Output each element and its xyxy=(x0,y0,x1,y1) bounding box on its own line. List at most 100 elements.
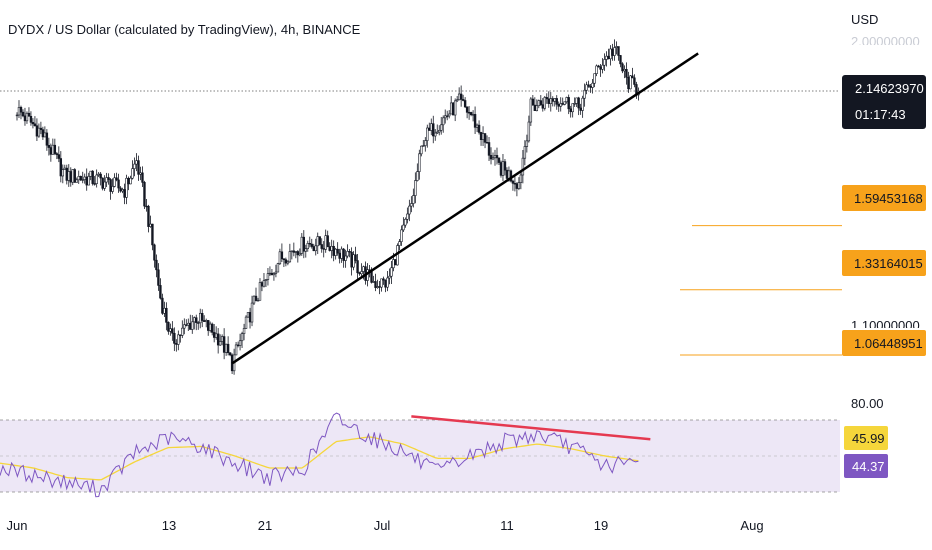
candle-body xyxy=(171,328,174,334)
candle-body xyxy=(185,324,188,326)
candle-body xyxy=(609,48,612,60)
candle-body xyxy=(543,97,546,109)
candle-body xyxy=(47,144,51,148)
candle-body xyxy=(43,132,47,138)
candle-body xyxy=(246,312,250,318)
candle-body xyxy=(445,115,449,117)
candle-body xyxy=(416,171,419,181)
candle-body xyxy=(163,307,166,314)
candle-body xyxy=(187,322,190,326)
candle-body xyxy=(23,115,27,122)
candle-body xyxy=(314,245,317,252)
candle-body xyxy=(501,161,505,176)
rsi-ma-tag: 45.99 xyxy=(844,426,888,450)
level-value-3: 1.06448951 xyxy=(854,336,923,351)
last-price-tag: 2.14623970 01:17:43 xyxy=(842,75,926,129)
candle-body xyxy=(457,93,461,101)
candle-body xyxy=(577,97,580,109)
candle-body xyxy=(567,97,570,110)
candle-body xyxy=(531,98,535,106)
candle-body xyxy=(489,155,493,160)
candle-body xyxy=(517,182,521,189)
candle-body xyxy=(408,205,411,215)
candle-body xyxy=(19,107,23,113)
candle-body xyxy=(525,140,529,147)
candle-body xyxy=(338,252,341,259)
candle-body xyxy=(394,259,397,266)
candle-body xyxy=(428,127,431,131)
candle-body xyxy=(587,84,590,87)
candle-body xyxy=(449,102,453,115)
candle-body xyxy=(274,271,278,274)
candle-body xyxy=(426,127,429,141)
candle-body xyxy=(465,106,469,113)
x-tick-13: 13 xyxy=(161,518,177,533)
price-axis-tick-low: 1.10000000 xyxy=(851,318,920,328)
candle-body xyxy=(226,343,230,354)
candle-body xyxy=(109,179,112,192)
candle-body xyxy=(31,122,35,125)
candle-body xyxy=(73,169,76,183)
candle-body xyxy=(527,121,531,142)
candle-body xyxy=(220,336,224,342)
candle-body xyxy=(336,248,339,254)
candle-body xyxy=(125,177,128,198)
candle-body xyxy=(455,99,459,102)
candle-body xyxy=(250,302,254,323)
candle-body xyxy=(129,177,132,185)
candle-body xyxy=(459,93,463,100)
x-tick-19: 19 xyxy=(593,518,609,533)
candle-body xyxy=(420,145,423,155)
candle-body xyxy=(167,322,170,332)
candle-body xyxy=(302,236,305,252)
rsi-line xyxy=(0,412,639,498)
candle-body xyxy=(453,100,457,116)
candle-body xyxy=(352,254,355,268)
candle-body xyxy=(111,186,114,192)
candle-body xyxy=(344,255,347,261)
candle-body xyxy=(330,245,333,251)
candle-body xyxy=(262,280,266,287)
bar-countdown: 01:17:43 xyxy=(855,107,906,122)
x-tick-jun: Jun xyxy=(6,518,28,533)
candle-body xyxy=(328,246,331,251)
candle-body xyxy=(382,278,385,281)
candle-body xyxy=(210,323,214,333)
candle-body xyxy=(123,189,126,198)
level-tag-2: 1.33164015 xyxy=(842,250,926,276)
candle-body xyxy=(438,130,441,133)
candle-body xyxy=(61,169,65,177)
candle-body xyxy=(322,248,325,250)
candle-body xyxy=(107,177,110,180)
candle-body xyxy=(95,174,98,184)
candle-body xyxy=(356,260,359,274)
candle-body xyxy=(633,77,636,85)
candle-body xyxy=(191,321,194,330)
candle-body xyxy=(557,104,560,107)
candle-body xyxy=(342,248,345,261)
candle-body xyxy=(565,97,568,103)
candle-body xyxy=(81,179,84,181)
candle-body xyxy=(131,168,134,179)
candle-body xyxy=(545,97,548,100)
candle-body xyxy=(430,123,433,131)
candle-body xyxy=(244,316,248,329)
candle-body xyxy=(286,261,290,264)
candle-body xyxy=(103,181,106,189)
candle-body xyxy=(137,160,140,175)
candle-body xyxy=(214,333,218,338)
candle-body xyxy=(173,332,176,344)
candle-body xyxy=(115,177,118,181)
candle-body xyxy=(479,132,483,140)
candle-body xyxy=(499,162,503,176)
candle-body xyxy=(155,259,158,271)
candle-body xyxy=(463,100,467,108)
candle-body xyxy=(169,328,172,332)
candle-body xyxy=(332,245,335,256)
candle-body xyxy=(276,263,280,273)
candle-body xyxy=(354,254,357,261)
candle-body xyxy=(471,114,475,116)
candle-body xyxy=(141,172,144,183)
candle-body xyxy=(573,103,576,105)
candle-body xyxy=(248,312,252,323)
